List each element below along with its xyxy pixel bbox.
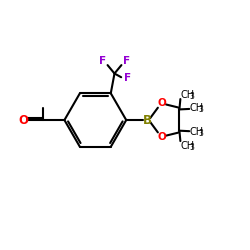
Text: CH: CH (180, 90, 195, 100)
Text: 3: 3 (199, 106, 203, 114)
Text: B: B (143, 114, 152, 126)
Text: 3: 3 (189, 142, 194, 152)
Text: 3: 3 (189, 92, 194, 101)
Text: F: F (99, 56, 106, 66)
Text: 3: 3 (199, 129, 203, 138)
Text: O: O (157, 132, 166, 142)
Text: O: O (157, 98, 166, 108)
Text: F: F (123, 56, 130, 66)
Text: CH: CH (190, 127, 204, 137)
Text: CH: CH (190, 103, 204, 113)
Text: O: O (19, 114, 29, 126)
Text: F: F (124, 74, 131, 84)
Text: CH: CH (180, 140, 195, 150)
